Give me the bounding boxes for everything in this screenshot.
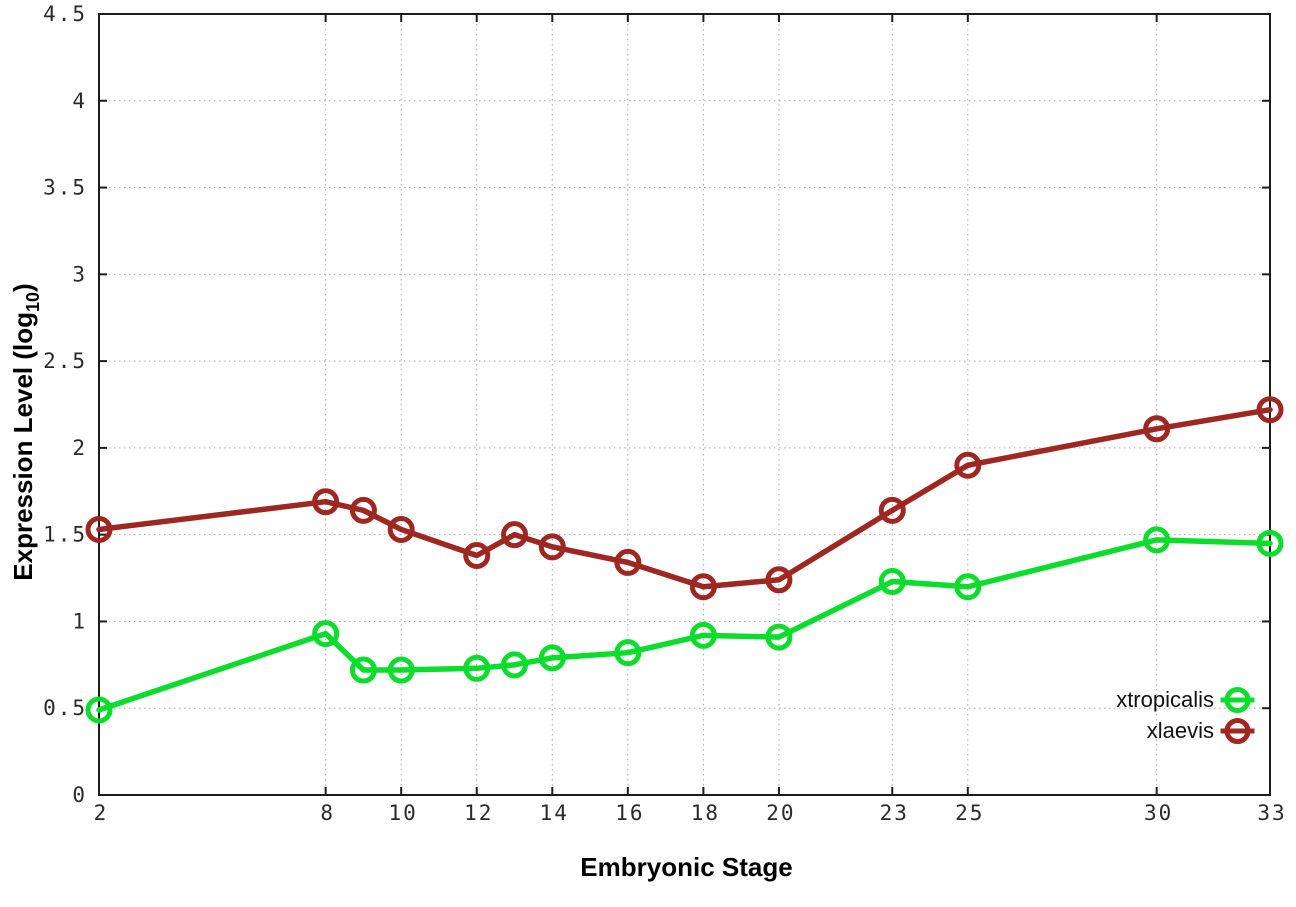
data-point-marker-xlaevis xyxy=(689,573,717,601)
data-point-marker-xlaevis xyxy=(501,521,529,549)
data-point-marker-xlaevis xyxy=(387,515,415,543)
series-line-xtropicalis xyxy=(96,537,1273,713)
y-axis-label: Expression Level (log10) xyxy=(8,283,43,580)
plot-border xyxy=(98,13,1271,796)
legend-marker-xlaevis xyxy=(1224,718,1251,744)
data-point-marker-xtropicalis xyxy=(538,644,566,672)
y-axis-tick-label: 2 xyxy=(72,436,87,460)
x-axis-tick-label: 23 xyxy=(880,801,909,825)
x-axis-label: Embryonic Stage xyxy=(580,852,792,882)
y-axis-tick-label: 4 xyxy=(72,89,87,113)
data-point-marker-xlaevis xyxy=(765,566,793,594)
data-point-marker-xlaevis xyxy=(538,533,566,561)
data-point-marker-xlaevis xyxy=(312,488,340,516)
x-axis-tick-label: 8 xyxy=(320,801,335,825)
data-point-marker-xlaevis xyxy=(1256,396,1284,424)
series-line-xlaevis xyxy=(96,406,1273,590)
data-point-marker-xtropicalis xyxy=(878,568,906,596)
data-point-marker-xlaevis xyxy=(954,451,982,479)
y-axis-tick-label: 0.5 xyxy=(43,696,87,720)
legend-label-xtropicalis: xtropicalis xyxy=(1116,687,1214,712)
data-point-marker-xlaevis xyxy=(614,548,642,576)
legend-marker-xtropicalis xyxy=(1224,687,1251,713)
data-point-marker-xtropicalis xyxy=(387,656,415,684)
data-point-marker-xlaevis xyxy=(463,541,491,569)
data-point-marker-xtropicalis xyxy=(1143,526,1171,554)
y-axis-tick-label: 1.5 xyxy=(43,523,87,547)
data-point-marker-xlaevis xyxy=(85,515,113,543)
x-axis-tick-label: 20 xyxy=(766,801,795,825)
y-axis-tick-label: 3 xyxy=(72,262,87,286)
data-point-marker-xtropicalis xyxy=(463,654,491,682)
data-point-marker-xtropicalis xyxy=(85,696,113,724)
x-axis-tick-label: 18 xyxy=(691,801,720,825)
y-axis-tick-label: 3.5 xyxy=(43,176,87,200)
x-axis-tick-label: 10 xyxy=(389,801,418,825)
data-point-marker-xtropicalis xyxy=(765,623,793,651)
y-axis-tick-label: 2.5 xyxy=(43,349,87,373)
y-axis-tick-label: 4.5 xyxy=(43,2,87,26)
legend-label-xlaevis: xlaevis xyxy=(1147,718,1214,743)
data-point-marker-xtropicalis xyxy=(954,573,982,601)
x-axis-tick-label: 14 xyxy=(540,801,569,825)
data-point-marker-xlaevis xyxy=(349,496,377,524)
data-point-marker-xtropicalis xyxy=(1256,529,1284,557)
y-axis-tick-label: 1 xyxy=(72,609,87,633)
data-point-marker-xtropicalis xyxy=(501,651,529,679)
data-point-marker-xtropicalis xyxy=(689,621,717,649)
y-axis-tick-label: 0 xyxy=(72,783,87,807)
x-axis-tick-label: 33 xyxy=(1257,801,1286,825)
x-axis-tick-label: 12 xyxy=(464,801,493,825)
x-axis-tick-label: 2 xyxy=(94,801,109,825)
x-axis-tick-label: 30 xyxy=(1144,801,1173,825)
x-axis-tick-label: 16 xyxy=(615,801,644,825)
data-point-marker-xtropicalis xyxy=(349,656,377,684)
x-axis-tick-label: 25 xyxy=(955,801,984,825)
data-point-marker-xlaevis xyxy=(878,496,906,524)
data-point-marker-xtropicalis xyxy=(614,639,642,667)
data-point-marker-xtropicalis xyxy=(312,620,340,648)
data-point-marker-xlaevis xyxy=(1143,415,1171,443)
